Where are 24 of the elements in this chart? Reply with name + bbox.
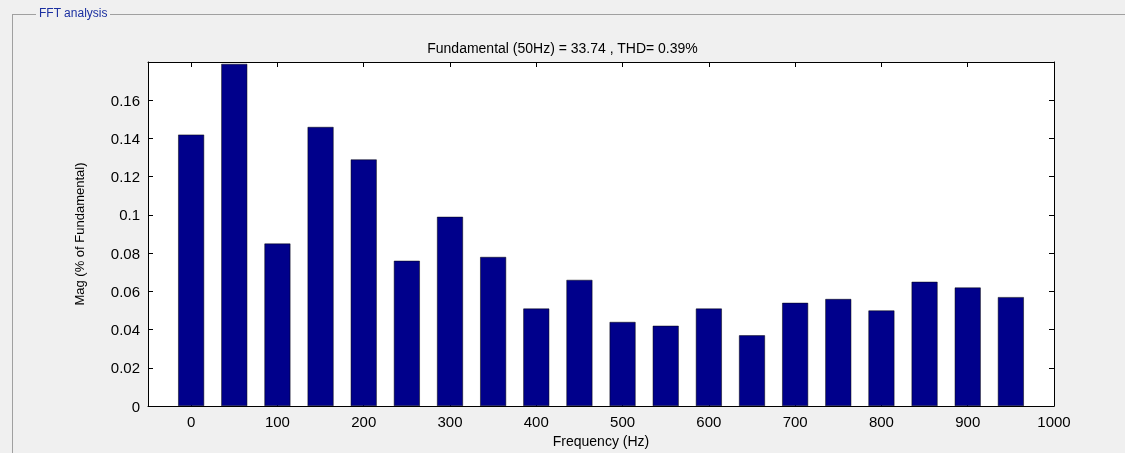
y-tick-label: 0 <box>131 397 140 415</box>
x-tick-label: 200 <box>351 413 377 431</box>
x-tick-label: 0 <box>186 413 196 431</box>
y-tick-label: 0.08 <box>110 244 140 262</box>
y-tick-label: 0.02 <box>110 359 140 377</box>
y-tick-label: 0.06 <box>110 282 140 300</box>
x-tick-label: 500 <box>610 413 636 431</box>
text: FFT analysis <box>36 6 111 20</box>
x-tick-label: 900 <box>955 413 981 431</box>
x-tick-label: 100 <box>264 413 290 431</box>
y-tick-label: 0.1 <box>119 206 140 224</box>
y-tick-label: 0.14 <box>110 129 140 147</box>
y-tick-label: 0.04 <box>110 321 140 339</box>
y-tick-label: 0.12 <box>110 168 140 186</box>
x-axis-title: Frequency (Hz) <box>552 433 650 449</box>
y-axis-title: Mag (% of Fundamental) <box>72 162 87 306</box>
x-tick-label: 1000 <box>1037 413 1071 431</box>
x-tick-label: 600 <box>696 413 722 431</box>
chart-title: Fundamental (50Hz) = 33.74 , THD= 0.39% <box>427 40 698 56</box>
x-tick-label: 700 <box>782 413 808 431</box>
x-tick-label: 800 <box>868 413 894 431</box>
y-tick-label: 0.16 <box>110 91 140 109</box>
x-tick-label: 400 <box>523 413 549 431</box>
x-tick-label: 300 <box>437 413 463 431</box>
